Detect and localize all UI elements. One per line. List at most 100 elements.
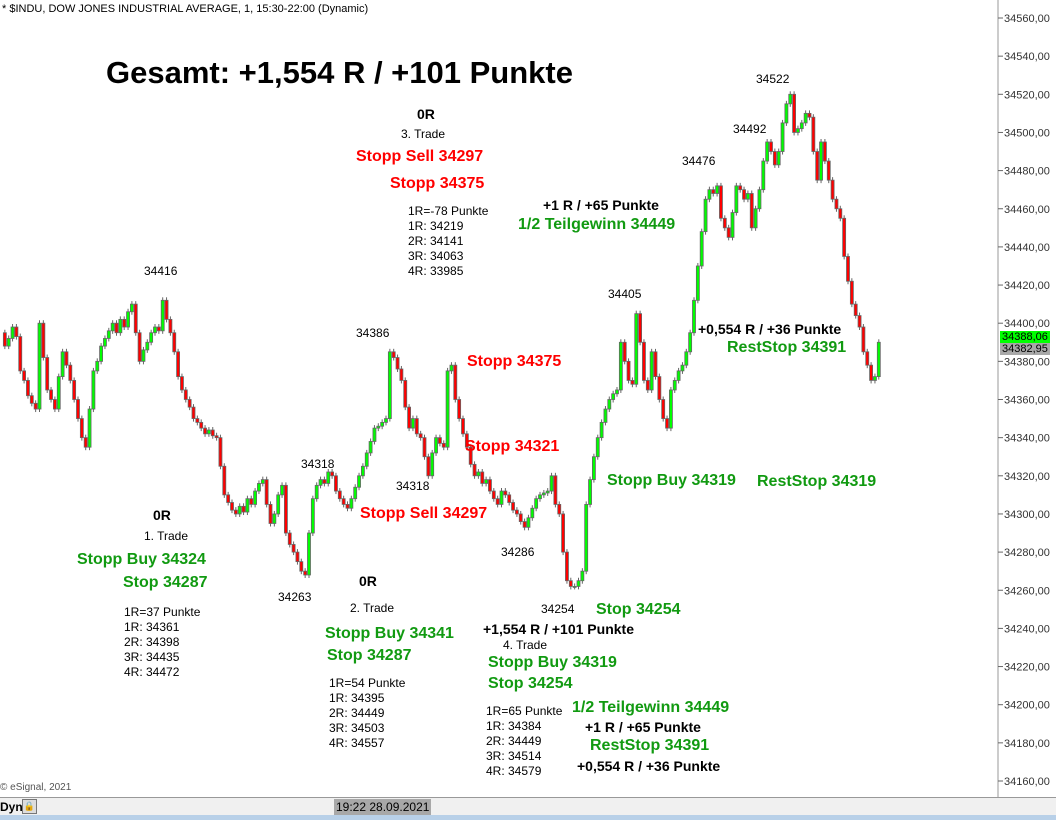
candle bbox=[133, 303, 138, 334]
candle bbox=[688, 332, 693, 353]
dyn-label[interactable]: Dyn bbox=[0, 800, 23, 814]
candle bbox=[237, 505, 242, 515]
candle bbox=[684, 351, 689, 366]
candle bbox=[110, 322, 115, 332]
candle bbox=[26, 380, 30, 397]
y-tick-label: 34420,00 bbox=[1004, 280, 1050, 292]
trade4-reststop: RestStop 34391 bbox=[590, 737, 710, 754]
candle bbox=[368, 441, 373, 454]
cursor-time: 19:22 28.09.2021 bbox=[334, 799, 432, 815]
candle bbox=[230, 502, 234, 511]
candle bbox=[734, 185, 739, 213]
candle bbox=[76, 399, 80, 419]
candle bbox=[353, 486, 358, 500]
candle bbox=[719, 185, 723, 219]
candle bbox=[541, 492, 546, 496]
candle bbox=[122, 318, 127, 328]
candle bbox=[584, 504, 589, 572]
candle bbox=[426, 456, 431, 477]
price-label: 34318 bbox=[301, 457, 335, 471]
candle bbox=[260, 479, 265, 484]
candle bbox=[757, 189, 762, 210]
last-price-tag: 34388,06 bbox=[1000, 331, 1050, 344]
candle bbox=[118, 318, 123, 334]
candle bbox=[318, 479, 323, 486]
candle bbox=[360, 465, 365, 477]
y-tick-label: 34380,00 bbox=[1004, 356, 1050, 368]
candle bbox=[738, 185, 743, 191]
trade3-entry: Stopp Sell 34297 bbox=[356, 148, 484, 165]
price-label: 34405 bbox=[608, 287, 642, 301]
trade3-name: 3. Trade bbox=[401, 127, 446, 141]
candle bbox=[807, 112, 812, 118]
candle bbox=[176, 351, 181, 378]
candle bbox=[303, 570, 308, 576]
candle bbox=[29, 395, 34, 404]
candle bbox=[595, 437, 600, 458]
candle bbox=[588, 479, 592, 505]
candle bbox=[622, 341, 627, 362]
candle bbox=[87, 408, 92, 448]
lock-icon[interactable]: 🔒 bbox=[22, 799, 37, 814]
trade1-entry: Stopp Buy 34324 bbox=[77, 551, 206, 568]
candle bbox=[657, 376, 662, 400]
candle bbox=[869, 364, 873, 381]
candle bbox=[838, 208, 843, 219]
level: 3R: 34503 bbox=[329, 721, 385, 735]
candle bbox=[391, 351, 396, 358]
candle bbox=[834, 198, 839, 210]
candle bbox=[742, 189, 746, 200]
candle bbox=[626, 360, 631, 381]
candle bbox=[441, 442, 446, 448]
candle bbox=[10, 326, 15, 339]
level: 2R: 34141 bbox=[408, 234, 464, 248]
candle bbox=[337, 490, 342, 500]
candle bbox=[618, 341, 623, 391]
trade2-r: 0R bbox=[359, 573, 377, 589]
candle bbox=[233, 509, 238, 515]
candle bbox=[99, 345, 103, 362]
candle bbox=[160, 299, 165, 332]
candle bbox=[592, 456, 596, 481]
candle bbox=[2, 332, 7, 347]
candle bbox=[730, 212, 735, 238]
candle bbox=[561, 513, 565, 553]
level: 1R: 34219 bbox=[408, 219, 464, 233]
candle bbox=[849, 280, 854, 305]
candle bbox=[422, 437, 427, 458]
bottom-strip bbox=[0, 815, 1056, 820]
level: 4R: 34579 bbox=[486, 764, 542, 778]
candle bbox=[853, 303, 858, 316]
candle bbox=[484, 479, 489, 484]
y-tick-label: 34300,00 bbox=[1004, 509, 1050, 521]
y-tick-label: 34260,00 bbox=[1004, 585, 1050, 597]
candle bbox=[776, 151, 781, 166]
candle bbox=[796, 128, 800, 133]
prev-price-tag: 34382,95 bbox=[1000, 343, 1050, 356]
candle bbox=[846, 256, 850, 282]
candle bbox=[842, 217, 847, 257]
candle bbox=[56, 376, 61, 410]
candle bbox=[753, 208, 758, 229]
candle bbox=[703, 198, 708, 233]
candle bbox=[572, 586, 577, 588]
candle bbox=[522, 521, 527, 528]
candle bbox=[14, 326, 19, 337]
candle bbox=[210, 429, 215, 437]
candle bbox=[183, 389, 188, 400]
candle bbox=[283, 484, 288, 534]
candle bbox=[149, 332, 154, 343]
stopp-sell-label: Stopp Sell 34297 bbox=[360, 505, 488, 522]
candle bbox=[83, 437, 88, 448]
candle bbox=[746, 193, 750, 200]
level: 1R: 34395 bbox=[329, 691, 385, 705]
candle bbox=[476, 471, 481, 477]
candle bbox=[630, 380, 635, 385]
candle bbox=[418, 433, 423, 439]
y-tick-label: 34340,00 bbox=[1004, 433, 1050, 445]
candle bbox=[503, 490, 508, 496]
trade3-r: 0R bbox=[417, 106, 435, 122]
y-tick-label: 34520,00 bbox=[1004, 89, 1050, 101]
candle bbox=[437, 437, 442, 444]
